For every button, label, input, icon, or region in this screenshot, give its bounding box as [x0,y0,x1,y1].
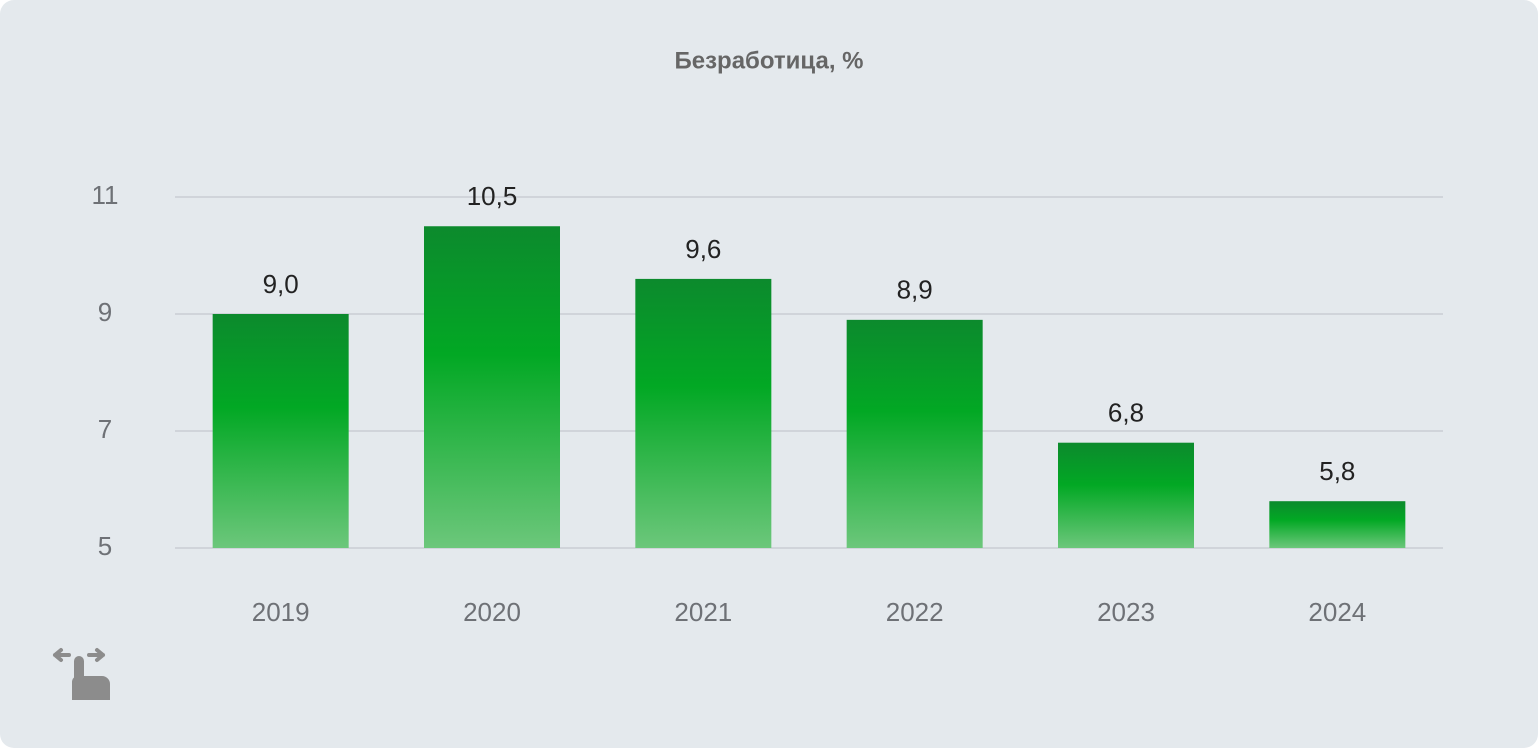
bar [635,278,772,548]
y-tick-label: 5 [98,531,112,561]
value-label: 10,5 [467,181,518,211]
x-tick-label: 2024 [1308,597,1366,627]
x-tick-label: 2019 [252,597,310,627]
x-tick-label: 2021 [674,597,732,627]
value-label: 9,0 [263,269,299,299]
value-label: 5,8 [1319,456,1355,486]
chart-title: Безработица, % [675,47,864,74]
y-tick-label: 11 [92,180,119,210]
value-label: 9,6 [685,234,721,264]
bar [1058,442,1194,548]
bar [846,319,983,548]
y-tick-label: 9 [98,297,112,327]
value-label: 6,8 [1108,398,1144,428]
bar [1269,501,1406,548]
x-tick-label: 2020 [463,597,521,627]
x-tick-label: 2022 [886,597,944,627]
x-tick-label: 2023 [1097,597,1155,627]
bar [424,226,560,548]
value-label: 8,9 [897,275,933,305]
y-tick-label: 7 [98,414,112,444]
bar [212,314,349,548]
swipe-icon [53,648,110,700]
